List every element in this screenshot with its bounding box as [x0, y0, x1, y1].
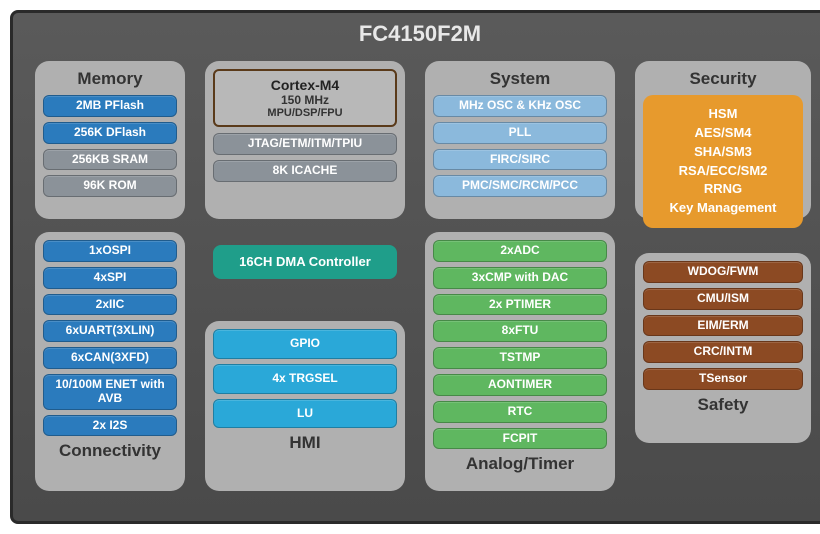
block-item: 10/100M ENET with AVB [43, 374, 177, 410]
block-item: 6xCAN(3XFD) [43, 347, 177, 369]
panel-analogTimer: 2xADC 3xCMP with DAC 2x PTIMER 8xFTU TSTMP AO… [425, 232, 615, 491]
block-item: FIRC/SIRC [433, 149, 607, 171]
panel-security: Security HSMAES/SM4SHA/SM3RSA/ECC/SM2RRNG… [635, 61, 811, 219]
block-item: 4x TRGSEL [213, 364, 397, 394]
panel-title: Security [643, 69, 803, 89]
chip-title: FC4150F2M [13, 13, 820, 53]
security-line: Key Management [649, 199, 797, 218]
block-item: TSensor [643, 368, 803, 390]
block-item: 4xSPI [43, 267, 177, 289]
block-item: GPIO [213, 329, 397, 359]
panel-memory: Memory 2MB PFlash 256K DFlash 256KB SRAM 96K… [35, 61, 185, 219]
panel-title: Connectivity [43, 441, 177, 461]
security-line: AES/SM4 [649, 124, 797, 143]
block-item: JTAG/ETM/ITM/TPIU [213, 133, 397, 155]
panel-title: Safety [643, 395, 803, 415]
block-item: FCPIT [433, 428, 607, 450]
block-item: LU [213, 399, 397, 429]
block-item: 256KB SRAM [43, 149, 177, 171]
security-line: SHA/SM3 [649, 143, 797, 162]
block-item: CRC/INTM [643, 341, 803, 363]
block-item: 2xADC [433, 240, 607, 262]
block-item: WDOG/FWM [643, 261, 803, 283]
panel-hmi: GPIO 4x TRGSEL LU HMI [205, 321, 405, 491]
block-item: 2x I2S [43, 415, 177, 437]
chip-diagram: FC4150F2M Memory 2MB PFlash 256K DFlash 256… [10, 10, 820, 524]
panel-title: System [433, 69, 607, 89]
panel-title: Memory [43, 69, 177, 89]
panel-system: System MHz OSC & KHz OSC PLL FIRC/SIRC PMC/S… [425, 61, 615, 219]
cortex-core-box: Cortex-M4150 MHzMPU/DSP/FPU [213, 69, 397, 127]
block-item: 3xCMP with DAC [433, 267, 607, 289]
block-item: TSTMP [433, 347, 607, 369]
security-line: HSM [649, 105, 797, 124]
security-box: HSMAES/SM4SHA/SM3RSA/ECC/SM2RRNGKey Mana… [643, 95, 803, 228]
core-features: MPU/DSP/FPU [221, 107, 389, 119]
block-item: 1xOSPI [43, 240, 177, 262]
core-freq: 150 MHz [221, 93, 389, 107]
block-item: 2x PTIMER [433, 294, 607, 316]
panel-core: Cortex-M4150 MHzMPU/DSP/FPU JTAG/ETM/ITM/… [205, 61, 405, 219]
panel-connectivity: 1xOSPI 4xSPI 2xIIC 6xUART(3XLIN) 6xCAN(3XFD)… [35, 232, 185, 491]
security-line: RSA/ECC/SM2 [649, 162, 797, 181]
dma-controller: 16CH DMA Controller [213, 245, 397, 279]
block-item: 6xUART(3XLIN) [43, 320, 177, 342]
panel-title: HMI [213, 433, 397, 453]
block-item: 8xFTU [433, 320, 607, 342]
block-item: 2xIIC [43, 294, 177, 316]
block-item: PLL [433, 122, 607, 144]
panel-title: Analog/Timer [433, 454, 607, 474]
block-item: CMU/ISM [643, 288, 803, 310]
panel-safety: WDOG/FWM CMU/ISM EIM/ERM CRC/INTM TSensor Saf… [635, 253, 811, 443]
core-name: Cortex-M4 [221, 77, 389, 93]
block-item: 8K ICACHE [213, 160, 397, 182]
block-item: RTC [433, 401, 607, 423]
block-item: PMC/SMC/RCM/PCC [433, 175, 607, 197]
block-item: EIM/ERM [643, 315, 803, 337]
block-item: AONTIMER [433, 374, 607, 396]
block-item: MHz OSC & KHz OSC [433, 95, 607, 117]
block-item: 256K DFlash [43, 122, 177, 144]
security-line: RRNG [649, 180, 797, 199]
block-item: 96K ROM [43, 175, 177, 197]
block-item: 2MB PFlash [43, 95, 177, 117]
